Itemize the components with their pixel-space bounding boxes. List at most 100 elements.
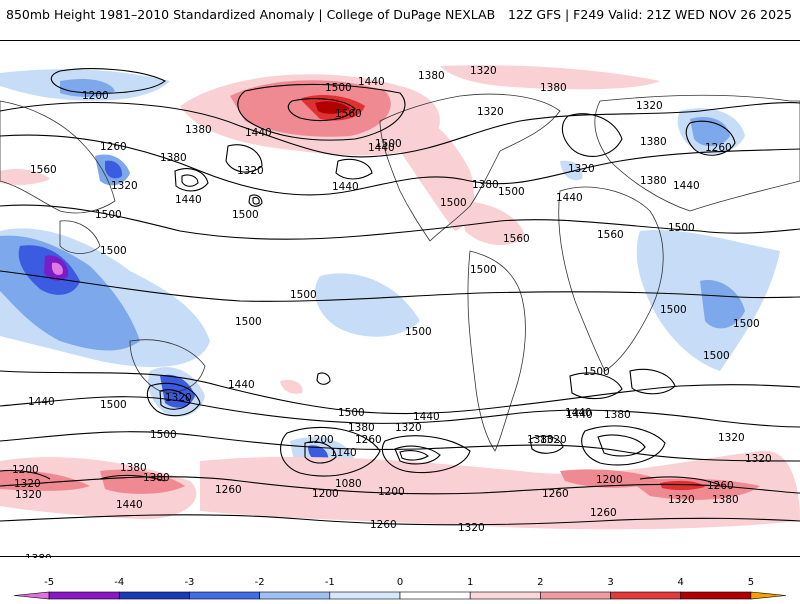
colorbar-tick-label: 3 [607,577,613,588]
colorbar-swatch [259,591,331,600]
contour-label: 1380 [640,136,667,148]
contour-label: 1500 [405,326,432,338]
contour-label: 1440 [28,396,55,408]
colorbar-swatch [680,591,752,600]
contour-label: 1380 [143,472,170,484]
contour-label: 1500 [703,350,730,362]
colorbar-swatch [469,591,541,600]
contour-label: 1080 [335,478,362,490]
contour-label: 1440 [565,407,592,419]
colorbar-swatch [399,591,471,600]
contour-label: 1500 [660,304,687,316]
colorbar-tick-label: -3 [184,577,194,588]
anomaly-map[interactable]: 1200 1440 1380 1320 1380 1500 1440 1380 … [0,40,800,565]
colorbar-swatch [48,591,120,600]
contour-label: 1500 [733,318,760,330]
contour-label: 1320 [568,163,595,175]
contour-label: 1260 [707,480,734,492]
contour-label: 1320 [668,494,695,506]
contour-label: 1440 [413,411,440,423]
contour-label: 1380 [640,175,667,187]
contour-label: 1440 [332,181,359,193]
contour-label: 1440 [116,499,143,511]
contour-label: 1500 [100,399,127,411]
colorbar-tick-label: -4 [114,577,124,588]
contour-label: 1200 [307,434,334,446]
contour-labels: 1200 1440 1380 1320 1380 1500 1440 1380 … [12,65,772,565]
contour-label: 1260 [370,519,397,531]
contour-label: 1320 [470,65,497,77]
contour-label: 1260 [542,488,569,500]
contour-label: 1500 [338,407,365,419]
contour-label: 1320 [540,434,567,446]
contour-label: 1320 [111,180,138,192]
contour-label: 1320 [237,165,264,177]
positive-anomaly-shading [0,65,800,530]
colorbar-tick-label: 5 [748,577,754,588]
contour-label: 1560 [30,164,57,176]
colorbar-swatch [13,591,50,600]
contour-label: 1320 [165,392,192,404]
colorbar-svg: -5 -4 -3 -2 -1 0 1 2 3 4 5 [13,577,787,600]
contour-label: 1320 [395,422,422,434]
contour-label: 1320 [718,432,745,444]
contour-label: 1440 [556,192,583,204]
height-contours [0,68,800,526]
contour-label: 1440 [245,127,272,139]
contour-label: 1260 [705,142,732,154]
contour-label: 1440 [566,409,593,421]
contour-label: 1560 [335,108,362,120]
contour-label: 1560 [503,233,530,245]
contour-label: 1380 [120,462,147,474]
colorbar-swatch [540,591,611,600]
contour-label: 1500 [583,366,610,378]
colorbar-swatch [750,591,787,600]
contour-label: 1440 [368,142,395,154]
contour-label: 1320 [14,478,41,490]
contour-label: 1500 [668,222,695,234]
contour-label: 1320 [15,489,42,501]
contour-label: 1500 [150,429,177,441]
contour-label: 1320 [458,522,485,534]
contour-label: 1500 [440,197,467,209]
colorbar-tick-label: -5 [44,577,54,588]
contour-label: 1200 [82,90,109,102]
contour-label: 1320 [745,453,772,465]
contour-label: 1500 [95,209,122,221]
colorbar-swatch [118,591,190,600]
contour-label: 1380 [712,494,739,506]
contour-label: 1380 [160,152,187,164]
colorbar-swatch [189,591,260,600]
contour-label: 1200 [12,464,39,476]
colorbar-tick-label: 4 [678,577,684,588]
colorbar-swatch [329,591,401,600]
contour-label: 1200 [596,474,623,486]
contour-label: 1380 [418,70,445,82]
colorbar-tick-label: 1 [467,577,473,588]
contour-label: 1320 [477,106,504,118]
run-info: 12Z GFS | F249 Valid: 21Z WED NOV 26 202… [507,7,792,22]
colorbar-ticks: -5 -4 -3 -2 -1 0 1 2 3 4 5 [44,577,754,588]
contour-label: 1380 [472,179,499,191]
contour-label: 1200 [312,488,339,500]
colorbar: -5 -4 -3 -2 -1 0 1 2 3 4 5 [0,570,800,600]
map-svg: 1200 1440 1380 1320 1380 1500 1440 1380 … [0,65,800,565]
contour-label: 1500 [235,316,262,328]
coastlines [0,93,800,452]
contour-label: 1320 [636,100,663,112]
contour-label: 1500 [325,82,352,94]
contour-label: 1260 [590,507,617,519]
contour-label: 1380 [185,124,212,136]
contour-label: 1380 [348,422,375,434]
contour-label: 1260 [355,434,382,446]
contour-label: 1500 [470,264,497,276]
contour-label: 1500 [498,186,525,198]
contour-label: 1560 [597,229,624,241]
contour-label: 1440 [175,194,202,206]
contour-label: 1380 [527,434,554,446]
contour-label: 1200 [378,486,405,498]
colorbar-swatch [610,591,682,600]
contour-label: 1380 [604,409,631,421]
contour-label: 1440 [228,379,255,391]
colorbar-tick-label: 2 [537,577,543,588]
